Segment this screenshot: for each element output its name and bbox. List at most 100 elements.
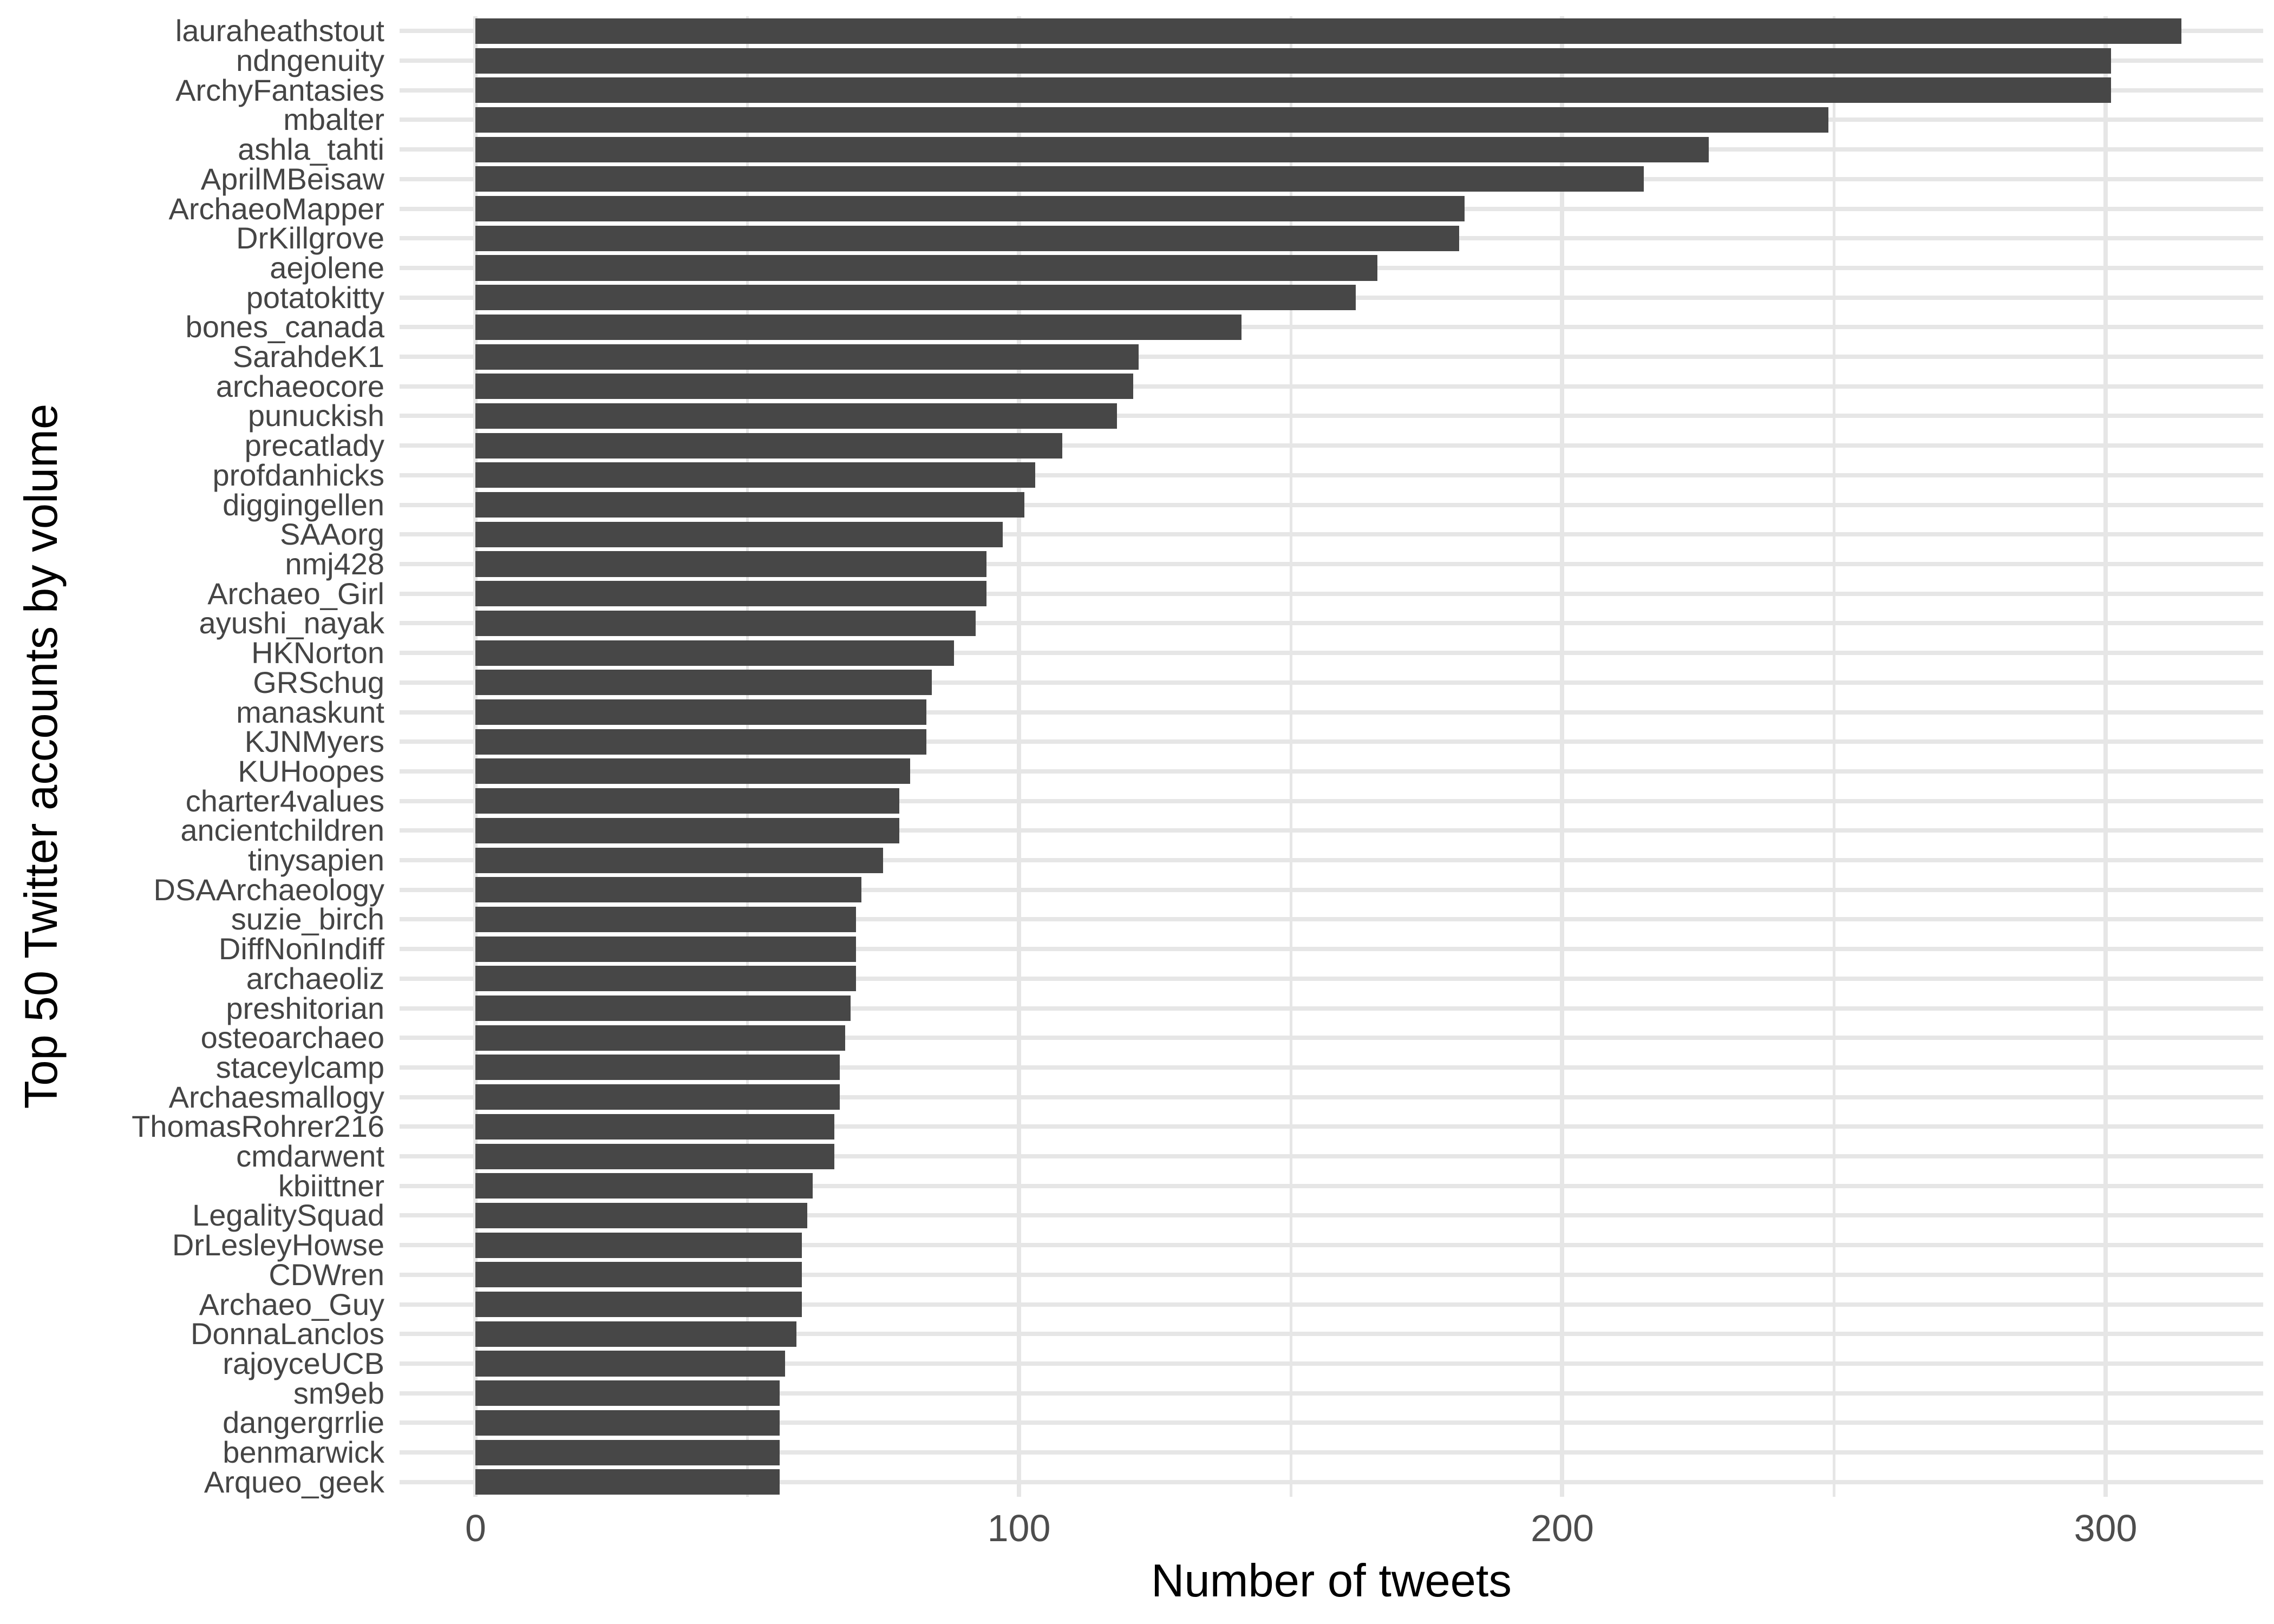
horizontal-gridline [400, 1124, 2263, 1129]
horizontal-gridline [400, 739, 2263, 744]
horizontal-gridline [400, 798, 2263, 803]
x-axis-title: Number of tweets [1151, 1555, 1512, 1607]
bar-row [400, 638, 2263, 668]
bar-Archaeo_Girl [475, 581, 986, 607]
bar-row [400, 846, 2263, 875]
x-tick-label: 0 [465, 1507, 486, 1549]
bar-row [400, 549, 2263, 579]
horizontal-gridline [400, 1243, 2263, 1248]
category-label: lauraheathstout [175, 14, 384, 48]
bar-row [400, 1349, 2263, 1379]
category-label: suzie_birch [231, 902, 384, 937]
bar-DrLesleyHowse [475, 1232, 802, 1258]
bar-row [400, 46, 2263, 76]
category-label: ndngenuity [236, 43, 384, 78]
bar-lauraheathstout [475, 18, 2182, 44]
category-label: GRSchug [253, 665, 384, 699]
bar-row [400, 993, 2263, 1023]
bar-DonnaLanclos [475, 1321, 796, 1347]
bar-precatlady [475, 433, 1063, 459]
category-label: ayushi_nayak [199, 606, 384, 640]
bar-LegalitySquad [475, 1202, 807, 1228]
horizontal-gridline [400, 621, 2263, 626]
category-label: ArchyFantasies [175, 73, 384, 107]
bar-HKNorton [475, 640, 954, 666]
horizontal-gridline [400, 414, 2263, 418]
horizontal-gridline [400, 917, 2263, 922]
horizontal-gridline [400, 1420, 2263, 1425]
bar-row [400, 934, 2263, 964]
bar-row [400, 253, 2263, 283]
bar-row [400, 401, 2263, 431]
category-label: Arqueo_geek [204, 1464, 384, 1499]
bar-rows [400, 16, 2263, 1497]
bar-row [400, 1289, 2263, 1319]
x-tick-label: 300 [2074, 1507, 2138, 1549]
bar-row [400, 461, 2263, 490]
bar-kbiittner [475, 1173, 813, 1199]
horizontal-gridline [400, 1006, 2263, 1011]
bar-SAAorg [475, 521, 1003, 547]
bar-archaeocore [475, 374, 1133, 400]
bar-profdanhicks [475, 462, 1036, 488]
category-label: ancientchildren [180, 813, 384, 848]
horizontal-gridline [400, 1095, 2263, 1099]
bar-row [400, 697, 2263, 727]
category-label: SarahdeK1 [232, 339, 384, 374]
bar-ThomasRohrer216 [475, 1114, 834, 1140]
bar-archaeoliz [475, 966, 856, 992]
horizontal-gridline [400, 532, 2263, 537]
horizontal-gridline [400, 887, 2263, 892]
horizontal-gridline [400, 1332, 2263, 1337]
bar-row [400, 1408, 2263, 1438]
bar-benmarwick [475, 1439, 780, 1465]
bar-row [400, 431, 2263, 461]
category-label: osteoarchaeo [200, 1020, 384, 1055]
category-label: tinysapien [247, 843, 384, 878]
category-label: DrLesleyHowse [172, 1228, 384, 1262]
horizontal-gridline [400, 1450, 2263, 1455]
vertical-major-gridline [1016, 16, 1021, 1497]
bar-row [400, 1053, 2263, 1083]
bar-row [400, 283, 2263, 312]
category-label: rajoyceUCB [223, 1346, 384, 1380]
bar-suzie_birch [475, 906, 856, 932]
bar-ayushi_nayak [475, 610, 976, 636]
horizontal-gridline [400, 562, 2263, 566]
bar-potatokitty [475, 285, 1356, 311]
category-label: KUHoopes [238, 754, 384, 788]
bar-KUHoopes [475, 758, 911, 784]
category-label: archaeoliz [246, 961, 384, 996]
category-label: DonnaLanclos [190, 1317, 384, 1351]
horizontal-gridline [400, 591, 2263, 596]
bar-Archaeo_Guy [475, 1292, 802, 1318]
bar-row [400, 1378, 2263, 1408]
bar-row [400, 608, 2263, 638]
bar-ancientchildren [475, 817, 900, 843]
bar-staceylcamp [475, 1055, 840, 1081]
category-label: LegalitySquad [192, 1198, 384, 1233]
category-label: benmarwick [223, 1435, 384, 1470]
bar-ArchyFantasies [475, 77, 2111, 103]
category-label: sm9eb [293, 1376, 384, 1410]
horizontal-gridline [400, 1213, 2263, 1218]
horizontal-gridline [400, 976, 2263, 981]
horizontal-gridline [400, 1036, 2263, 1040]
category-label: DiffNonIndiff [218, 932, 384, 966]
bar-preshitorian [475, 996, 851, 1021]
bar-aejolene [475, 255, 1378, 281]
vertical-major-gridline [2103, 16, 2108, 1497]
bar-cmdarwent [475, 1143, 834, 1169]
category-label: diggingellen [223, 487, 384, 522]
bar-row [400, 875, 2263, 905]
bar-row [400, 165, 2263, 194]
bar-row [400, 490, 2263, 520]
bar-manaskunt [475, 699, 927, 725]
horizontal-gridline [400, 947, 2263, 952]
category-label: aejolene [270, 250, 384, 285]
bar-row [400, 757, 2263, 787]
horizontal-gridline [400, 355, 2263, 359]
vertical-minor-gridline [746, 16, 749, 1497]
category-label: precatlady [244, 428, 384, 463]
